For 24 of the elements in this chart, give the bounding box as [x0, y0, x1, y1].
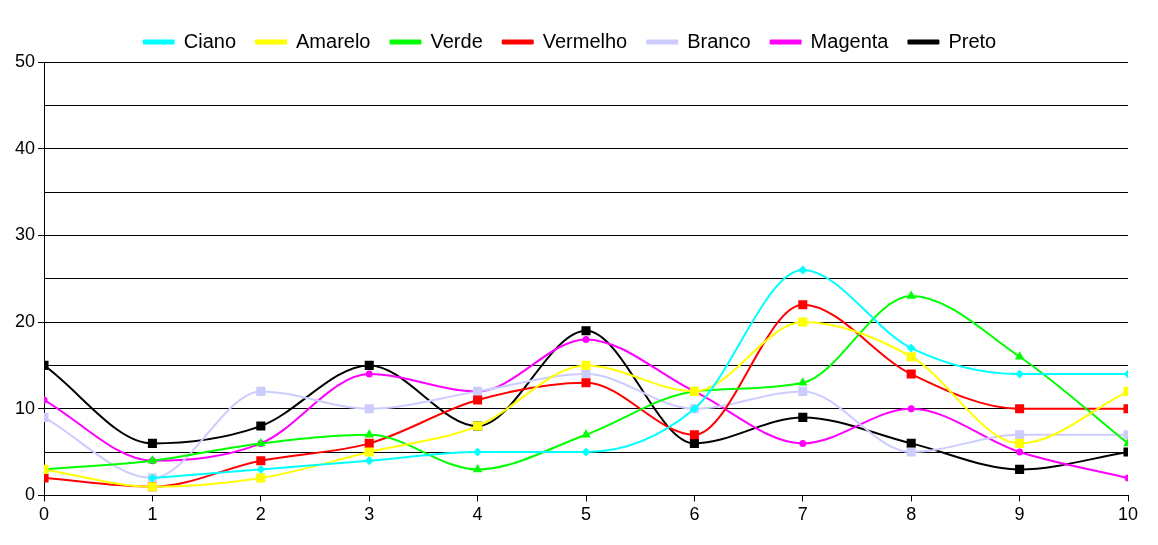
y-tick-label: 20 — [14, 311, 36, 332]
x-tick-label: 1 — [147, 504, 158, 525]
legend-label: Magenta — [810, 29, 890, 52]
legend-label: Preto — [948, 29, 997, 52]
x-tick-label: 8 — [906, 504, 917, 525]
legend-label: Ciano — [183, 29, 237, 52]
y-tick-label: 40 — [14, 137, 36, 158]
legend-label: Vermelho — [542, 29, 628, 52]
y-tick-label: 30 — [14, 224, 36, 245]
legend-label: Amarelo — [296, 29, 371, 52]
y-tick-label: 50 — [14, 50, 36, 71]
x-tick-label: 2 — [255, 504, 266, 525]
x-tick-label: 9 — [1014, 504, 1025, 525]
x-tick-label: 0 — [39, 504, 50, 525]
x-tick-label: 3 — [364, 504, 375, 525]
x-tick-label: 7 — [797, 504, 808, 525]
legend-label: Verde — [430, 29, 483, 52]
y-tick-label: 10 — [14, 397, 36, 418]
x-tick-label: 10 — [1117, 504, 1139, 525]
legend-label: Branco — [687, 29, 751, 52]
x-tick-label: 5 — [581, 504, 592, 525]
x-tick-label: 6 — [689, 504, 700, 525]
x-tick-label: 4 — [472, 504, 483, 525]
y-tick-label: 0 — [25, 484, 36, 505]
